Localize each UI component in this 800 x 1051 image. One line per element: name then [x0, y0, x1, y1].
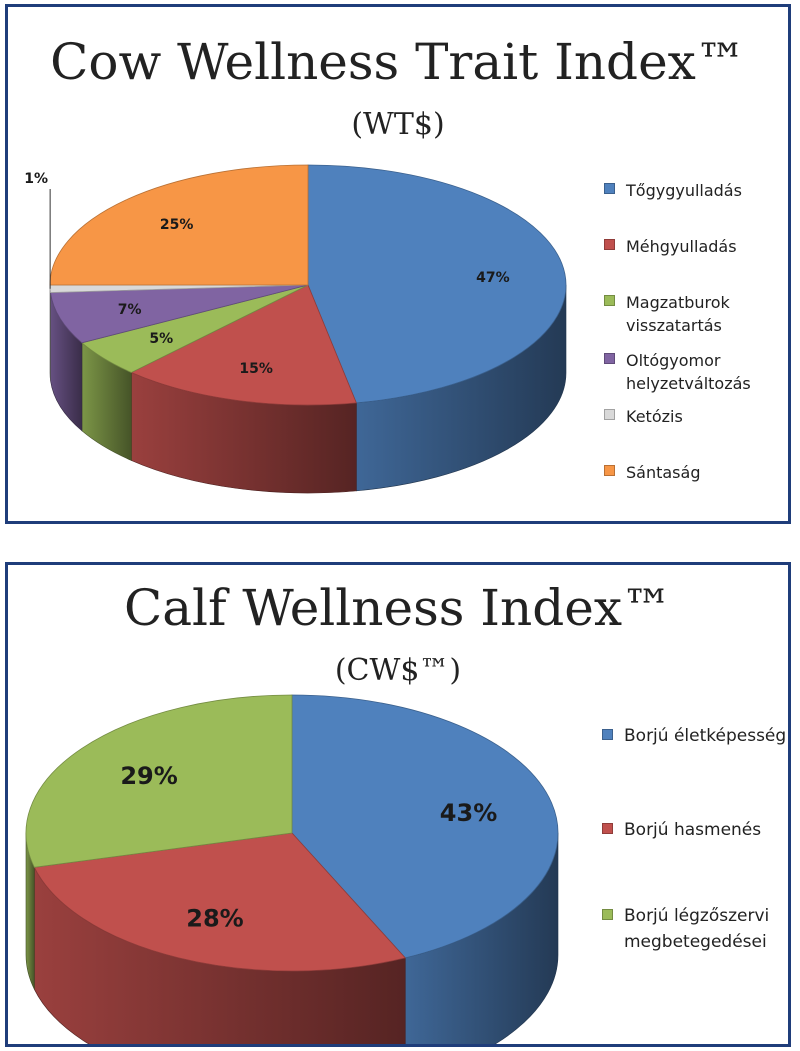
chart-subtitle: (WT$)	[351, 107, 445, 142]
legend-swatch	[604, 183, 615, 194]
pie-data-labels: 47% 15% 5% 7% 1% 25%	[24, 171, 509, 377]
legend-label: Ketózis	[626, 407, 683, 426]
legend-swatch	[602, 729, 613, 740]
calf-wellness-panel: Calf Wellness Index™ (CW$™) 43% 28% 29% Bo…	[5, 562, 791, 1047]
data-label: 15%	[239, 361, 273, 377]
pie-slice-side	[49, 284, 51, 381]
pie-data-labels: 43% 28% 29%	[120, 762, 497, 932]
chart-subtitle: (CW$™)	[334, 653, 462, 688]
legend-label: Oltógyomor helyzetváltozás	[626, 351, 751, 393]
pie-side-faces	[49, 284, 567, 494]
legend-label: Borjú légzőszervi megbetegedései	[624, 906, 770, 952]
data-label: 7%	[118, 302, 142, 318]
legend-swatch	[604, 239, 615, 250]
legend-label: Borjú életképesség	[624, 726, 787, 746]
pie-slice	[291, 694, 559, 959]
pie-slice	[49, 164, 309, 286]
pie-slice	[33, 832, 407, 972]
legend-swatch	[602, 909, 613, 920]
legend-label: Tőgygyulladás	[626, 181, 742, 200]
legend-label: Borjú hasmenés	[624, 820, 762, 840]
chart-title: Calf Wellness Index™	[123, 579, 673, 637]
pie-top-faces	[49, 164, 567, 406]
legend-label: Sántaság	[626, 463, 701, 482]
data-label: 5%	[149, 331, 173, 347]
data-label: 1%	[24, 171, 48, 187]
pie-side-faces	[25, 832, 559, 1044]
data-label: 28%	[186, 904, 243, 932]
legend-swatch	[604, 353, 615, 364]
calf-wellness-pie-chart: 43% 28% 29%	[25, 694, 559, 1044]
legend-swatch	[604, 409, 615, 420]
legend-swatch	[604, 465, 615, 476]
pie-slice	[130, 284, 357, 406]
data-label: 43%	[440, 799, 497, 827]
legend-swatch	[604, 295, 615, 306]
pie-slice	[307, 164, 567, 404]
cow-wellness-pie-chart: 47% 15% 5% 7% 1% 25%	[24, 164, 567, 494]
legend-swatch	[602, 823, 613, 834]
cow-wellness-panel: Cow Wellness Trait Index™ (WT$) 47% 15% 5%…	[5, 4, 791, 524]
data-label: 25%	[160, 217, 194, 233]
pie-top-faces	[25, 694, 559, 972]
chart-title: Cow Wellness Trait Index™	[50, 33, 746, 91]
legend-label: Magzatburok visszatartás	[626, 293, 730, 335]
legend-label: Méhgyulladás	[626, 237, 737, 256]
data-label: 47%	[476, 270, 510, 286]
pie-slice	[25, 694, 293, 868]
data-label: 29%	[120, 762, 177, 790]
pie-slice	[50, 284, 309, 344]
